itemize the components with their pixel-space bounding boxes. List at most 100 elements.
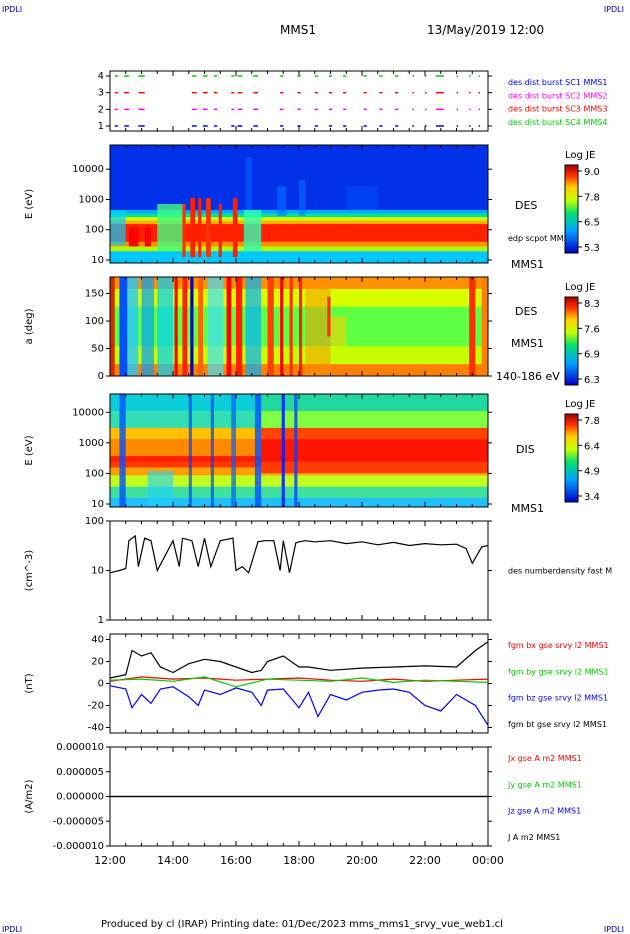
current-ytick-label: -0.000010 — [53, 841, 104, 852]
des_spectrogram-stripe — [243, 209, 262, 252]
dis_spectrogram-ytick-label: 10000 — [72, 407, 104, 418]
des_spectrogram-colorbar-label: 5.3 — [584, 243, 600, 254]
dis_spectrogram-stripe — [231, 394, 236, 507]
dis_spectrogram-stripe — [110, 394, 262, 428]
bfield-ytick-label: -20 — [88, 701, 104, 712]
bfield-ytick-label: -40 — [88, 723, 104, 734]
des_pitch-stripe — [305, 277, 331, 376]
des_pitch-stripe — [236, 277, 243, 376]
des_spectrogram-ytick-label: 10000 — [72, 164, 104, 175]
dis_spectrogram-band — [110, 475, 488, 488]
corner-label-bottom-left: IPDLI — [2, 925, 23, 934]
des_pitch-stripe — [226, 277, 232, 376]
x-tick-label: 00:00 — [472, 854, 504, 867]
burst-ytick-label: 2 — [98, 104, 104, 115]
des_spectrogram-colorbar-title: Log JE — [565, 150, 595, 161]
bfield-legend-label: fgm bz gse srvy l2 MMS1 — [508, 694, 608, 703]
des_spectrogram-stripe — [110, 209, 126, 246]
current-ytick-label: -0.000005 — [53, 816, 104, 827]
des_spectrogram-stripe — [198, 198, 202, 258]
des_spectrogram-stripe — [190, 198, 196, 258]
dis_spectrogram-colorbar-label: 4.9 — [584, 467, 600, 478]
des_pitch-stripe — [141, 277, 155, 376]
des_pitch-stripe — [289, 277, 293, 376]
bfield-series-bx — [109, 676, 489, 682]
des_pitch-colorbar-label: 8.3 — [584, 299, 600, 310]
corner-label-top-right: IPDLI — [603, 5, 624, 14]
dis_spectrogram-stripe — [147, 470, 173, 507]
footer-text: Produced by cl (IRAP) Printing date: 01/… — [101, 919, 503, 930]
dis_spectrogram-stripe — [188, 394, 192, 507]
x-tick-label: 22:00 — [409, 854, 441, 867]
des_pitch-colorbar-label: 6.9 — [584, 350, 600, 361]
bfield-ytick-label: 0 — [98, 679, 104, 690]
des_pitch-stripe — [157, 277, 173, 376]
x-tick-label: 18:00 — [283, 854, 315, 867]
dis_spectrogram-colorbar-title: Log JE — [565, 399, 595, 410]
panel-des-pitch: 0 50 100 150 a (deg) DES MMS1 140-186 eV Log JE 8… — [24, 276, 600, 386]
dis_spectrogram-stripe — [210, 394, 214, 507]
des_spectrogram-band — [110, 246, 488, 252]
burst-ytick-label: 3 — [98, 88, 104, 99]
x-tick-label: 14:00 — [157, 854, 189, 867]
des_pitch-ytick-label: 0 — [98, 371, 104, 382]
header-spacecraft: MMS1 — [280, 23, 316, 37]
des_pitch-stripe — [174, 277, 178, 376]
bfield-legend-label: fgm bt gse srvy l2 MMS1 — [508, 720, 607, 729]
burst-ytick-label: 1 — [98, 121, 104, 132]
bfield-legend-label: fgm bx gse srvy l2 MMS1 — [508, 641, 609, 650]
burst-frame — [109, 70, 489, 132]
dis_spectrogram-stripe — [261, 427, 488, 474]
des_pitch-stripe — [299, 277, 303, 376]
des_spectrogram-ytick-label: 10 — [91, 255, 104, 266]
dis_spectrogram-colorbar — [564, 413, 579, 503]
des_spectrogram-stripe — [218, 204, 222, 258]
des_spectrogram-band — [110, 224, 488, 243]
des_spectrogram-stripe — [299, 180, 306, 216]
des_pitch-colorbar-label: 6.3 — [584, 375, 600, 386]
panel-bfield: -40 -20 0 20 40 (nT) fgm bx gse srvy l2 MMS1 fg… — [24, 633, 609, 734]
burst-legend-label: des dist burst SC2 MMS2 — [508, 91, 607, 100]
dis_spectrogram-colorbar-label: 3.4 — [584, 492, 600, 503]
des_pitch-colorbar — [564, 296, 579, 386]
dis_spectrogram-stripe — [281, 394, 285, 507]
burst-legend-label: des dist burst SC4 MMS4 — [508, 118, 607, 127]
burst-legend-label: des dist burst SC1 MMS1 — [508, 78, 607, 87]
current-ytick-label: 0.000005 — [56, 767, 104, 778]
panel-des-spectrogram: 10 100 1000 10000 E (eV) DES edp scpot MMS1 MMS… — [24, 144, 600, 271]
dis_spectrogram-ylabel: E (eV) — [24, 435, 35, 465]
des_pitch-stripe — [481, 277, 488, 376]
des_pitch-ytick-label: 150 — [85, 289, 104, 300]
current-ylabel: (A/m2) — [24, 779, 35, 813]
des_pitch-stripe — [207, 277, 224, 376]
panel-burst: 1 2 3 4 des dist burst SC1 MMS1 des dist burs… — [98, 70, 607, 132]
current-legend-label: Jy gse A m2 MMS1 — [507, 780, 582, 789]
des_spectrogram-band — [110, 220, 488, 225]
burst-ytick-label: 4 — [98, 71, 104, 82]
dis_spectrogram-stripe — [254, 394, 262, 507]
bfield-ytick-label: 40 — [91, 635, 104, 646]
des_spectrogram-stripe — [157, 204, 183, 252]
des_spectrogram-stripe — [346, 186, 378, 210]
des_spectrogram-stripe — [232, 198, 238, 258]
des_spectrogram-colorbar-label: 7.8 — [584, 192, 600, 203]
x-axis: 12:00 14:00 16:00 18:00 20:00 22:00 00:00 — [94, 854, 504, 867]
des_pitch-stripe — [469, 277, 476, 376]
panel-dis-spectrogram: 10 100 1000 10000 E (eV) DIS MMS1 Log JE 7.8 6.4 4… — [24, 393, 600, 515]
corner-label-bottom-right: IPDLI — [603, 925, 624, 934]
header-datetime: 13/May/2019 12:00 — [427, 23, 545, 37]
current-legend-label: Jx gse A m2 MMS1 — [507, 754, 582, 763]
dis_spectrogram-right-label: DIS — [516, 443, 535, 456]
bfield-series-bt — [109, 641, 489, 679]
dis_spectrogram-right-label: MMS1 — [511, 502, 544, 515]
density-frame — [109, 520, 489, 621]
panel-current: -0.000010 -0.000005 0.000000 0.000005 0.0000… — [24, 742, 582, 852]
des_pitch-right-label: 140-186 eV — [496, 370, 560, 383]
dis_spectrogram-band — [110, 486, 488, 499]
des_spectrogram-ytick-label: 1000 — [79, 194, 104, 205]
des_spectrogram-stripe — [276, 186, 287, 216]
des_spectrogram-right-label: MMS1 — [511, 258, 544, 271]
des_spectrogram-stripe — [182, 204, 186, 258]
des_spectrogram-stripe — [206, 198, 211, 258]
x-tick-label: 20:00 — [346, 854, 378, 867]
